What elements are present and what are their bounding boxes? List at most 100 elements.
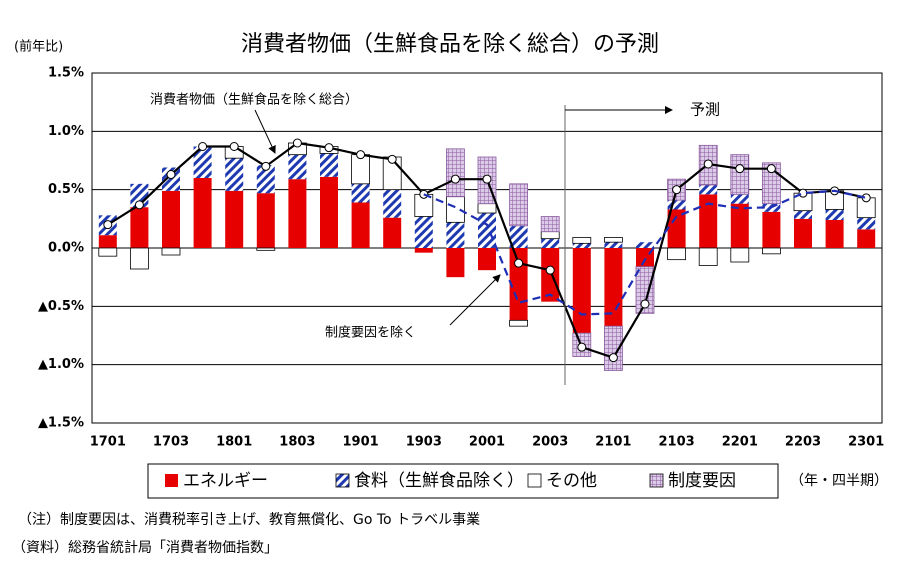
- bar-segment: [667, 209, 686, 248]
- x-tick-label: 1701: [90, 435, 126, 450]
- bar-segment: [730, 154, 750, 195]
- bar-segment: [509, 183, 529, 227]
- bar-segment: [98, 247, 118, 257]
- bar-segment: [351, 183, 370, 203]
- bar-segment: [699, 194, 718, 248]
- x-tick-label: 2103: [659, 435, 695, 450]
- bar-segment: [130, 207, 149, 248]
- line-marker: [735, 164, 745, 174]
- bar-segment: [256, 193, 275, 248]
- line-marker: [450, 174, 460, 184]
- x-tick-label: 1903: [406, 435, 442, 450]
- bar-segment: [604, 237, 623, 243]
- bar-segment: [320, 153, 338, 177]
- bar-segment: [162, 190, 180, 248]
- line: [423, 189, 867, 316]
- bar-segment: [698, 247, 718, 266]
- bar-segment: [730, 194, 749, 204]
- bar-segment: [667, 200, 686, 210]
- bar-segment: [667, 247, 686, 261]
- bar-segment: [193, 178, 212, 248]
- legend-label: 食料（生鮮食品除く）: [354, 471, 524, 491]
- y-tick-label: ▲1.5%: [38, 416, 84, 431]
- y-tick-label: ▲0.5%: [38, 299, 84, 314]
- line-marker: [514, 258, 524, 268]
- line-marker: [766, 164, 776, 174]
- bar-segment: [825, 209, 844, 220]
- x-tick-label: 2201: [722, 435, 758, 450]
- line-label: 制度要因を除く: [325, 325, 416, 341]
- forecast-label: 予測: [690, 101, 720, 119]
- x-tick-label: 2003: [532, 435, 568, 450]
- bar-segment: [730, 247, 750, 263]
- bar-segment: [478, 248, 496, 271]
- legend-label: 制度要因: [668, 471, 736, 491]
- bar-segment: [288, 179, 307, 248]
- bar-segment: [351, 202, 370, 248]
- bar-segment: [540, 231, 560, 240]
- bar-segment: [98, 235, 117, 248]
- bar-segment: [541, 238, 560, 248]
- bar-segment: [794, 210, 812, 219]
- bar-segment: [762, 211, 781, 248]
- bar-segment: [857, 229, 876, 248]
- y-tick-label: ▲1.0%: [38, 357, 84, 372]
- bar-segment: [636, 242, 654, 248]
- y-tick-label: 1.5%: [48, 66, 84, 81]
- bar-segment: [572, 243, 591, 248]
- line-marker: [672, 185, 682, 195]
- y-tick-label: 0.0%: [48, 241, 84, 256]
- x-tick-label: 2001: [469, 435, 505, 450]
- legend-label: エネルギー: [183, 471, 268, 491]
- bar-segment: [256, 247, 276, 251]
- bar-segment: [540, 216, 560, 233]
- x-tick-label: 1801: [216, 435, 252, 450]
- legend-swatch: [335, 473, 350, 488]
- bar-segment: [414, 216, 433, 248]
- bar-segment: [604, 325, 623, 371]
- line-marker: [640, 299, 650, 309]
- bar-segment: [572, 237, 592, 244]
- line-marker: [798, 188, 808, 198]
- chart-title: 消費者物価（生鮮食品を除く総合）の予測: [241, 32, 659, 57]
- bar-segment: [477, 203, 497, 214]
- legend-swatch: [527, 473, 542, 488]
- line-marker: [134, 200, 144, 210]
- bar-segment: [193, 146, 212, 178]
- line-marker: [198, 142, 208, 151]
- bar-segment: [825, 220, 844, 248]
- note: （注）制度要因は、消費税率引き上げ、教育無償化、Go To トラベル事業: [18, 511, 480, 528]
- x-axis-label: （年・四半期）: [790, 473, 888, 489]
- line-marker: [608, 353, 618, 363]
- x-tick-label: 2203: [785, 435, 821, 450]
- x-tick-label: 2301: [848, 435, 884, 450]
- bar-segment: [288, 154, 307, 180]
- note: （資料）総務省統計局「消費者物価指数」: [12, 540, 278, 556]
- annotation-arrow: [449, 274, 501, 326]
- bar-segment: [730, 203, 749, 248]
- bar-segment: [762, 247, 781, 255]
- line-marker: [261, 161, 271, 171]
- bar-segment: [604, 242, 623, 248]
- bar-segment: [446, 248, 465, 278]
- y-tick-label: 0.5%: [48, 182, 84, 197]
- bar-segment: [478, 213, 496, 248]
- bar-segment: [225, 190, 244, 248]
- line-marker: [103, 220, 113, 230]
- bar-segment: [635, 266, 655, 314]
- line-marker: [229, 142, 239, 151]
- bar-segment: [572, 248, 591, 334]
- line-marker: [703, 159, 713, 169]
- x-tick-label: 1803: [279, 435, 315, 450]
- line-marker: [324, 143, 334, 153]
- bar-segment: [857, 217, 876, 230]
- annotation-arrow: [254, 109, 276, 154]
- bar-segment: [383, 217, 402, 248]
- bar-segment: [699, 185, 718, 195]
- line-marker: [356, 150, 366, 160]
- bar-segment: [794, 218, 812, 248]
- legend-swatch: [165, 474, 178, 487]
- line-label: 消費者物価（生鮮食品を除く総合）: [150, 92, 358, 108]
- bar-segment: [162, 167, 180, 191]
